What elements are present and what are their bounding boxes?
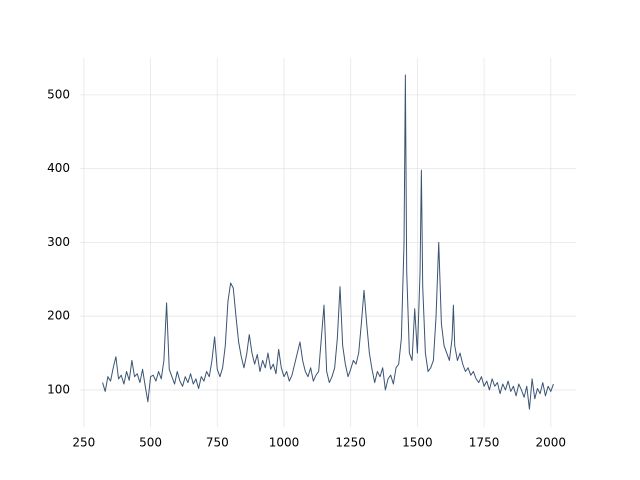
- x-tick-label: 1750: [469, 436, 500, 450]
- y-tick-label: 200: [47, 309, 70, 323]
- x-tick-label: 250: [72, 436, 95, 450]
- x-tick-label: 500: [139, 436, 162, 450]
- y-tick-label: 500: [47, 87, 70, 101]
- data-line: [102, 74, 554, 410]
- y-tick-label: 100: [47, 382, 70, 396]
- y-tick-label: 300: [47, 235, 70, 249]
- x-tick-label: 1000: [269, 436, 300, 450]
- x-tick-label: 2000: [536, 436, 567, 450]
- y-tick-label: 400: [47, 161, 70, 175]
- x-tick-label: 1250: [335, 436, 366, 450]
- x-tick-label: 1500: [402, 436, 433, 450]
- x-tick-label: 750: [206, 436, 229, 450]
